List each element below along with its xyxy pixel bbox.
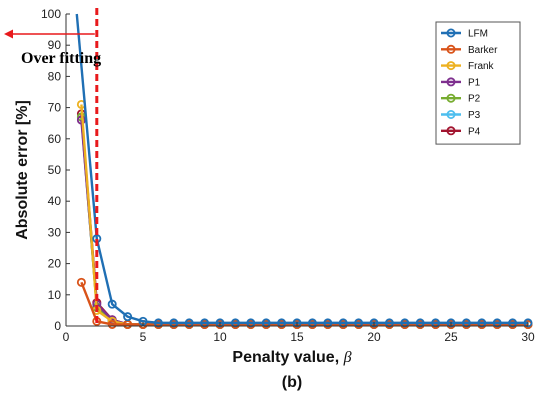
legend-label: P3 bbox=[468, 110, 481, 121]
y-tick-label: 10 bbox=[48, 288, 62, 302]
legend-marker bbox=[446, 93, 456, 103]
legend-item-lfm: LFM bbox=[441, 28, 488, 40]
x-axis-label: Penalty value, β bbox=[232, 349, 351, 366]
y-tick-label: 30 bbox=[48, 225, 62, 239]
series-line bbox=[80, 281, 528, 326]
left-arrow-icon bbox=[4, 29, 13, 39]
series-lfm bbox=[75, 13, 533, 328]
annotation-layer: Over fitting bbox=[4, 8, 101, 326]
legend-label: P1 bbox=[468, 77, 481, 88]
series-line bbox=[80, 116, 528, 326]
panel-label: (b) bbox=[282, 374, 302, 391]
y-tick-label: 20 bbox=[48, 257, 62, 271]
legend-item-p4: P4 bbox=[441, 126, 481, 137]
x-tick-label: 15 bbox=[290, 330, 304, 344]
legend-label: LFM bbox=[468, 29, 488, 40]
series-p1 bbox=[76, 115, 533, 329]
series-line bbox=[80, 113, 528, 326]
y-tick-label: 40 bbox=[48, 194, 62, 208]
legend-item-p2: P2 bbox=[441, 94, 481, 105]
legend-label: P2 bbox=[468, 94, 481, 105]
x-axis-label-text: Penalty value, bbox=[232, 349, 343, 366]
legend-marker bbox=[446, 77, 456, 87]
legend-marker bbox=[446, 44, 456, 54]
legend: LFM Barker Frank P1 P2 P3 P4 bbox=[435, 21, 521, 145]
series-line bbox=[80, 116, 528, 326]
y-tick-label: 80 bbox=[48, 69, 62, 83]
x-axis-label-symbol: β bbox=[343, 349, 352, 366]
legend-label: Frank bbox=[468, 61, 495, 72]
series-line bbox=[80, 119, 528, 326]
legend-item-barker: Barker bbox=[441, 45, 498, 56]
data-point bbox=[76, 277, 86, 287]
series-line bbox=[75, 13, 528, 325]
x-tick-label: 30 bbox=[521, 330, 535, 344]
y-tick-label: 100 bbox=[41, 7, 61, 21]
legend-label: Barker bbox=[468, 45, 498, 56]
y-tick-label: 90 bbox=[48, 38, 62, 52]
x-tick-label: 0 bbox=[63, 330, 70, 344]
y-tick-label: 60 bbox=[48, 132, 62, 146]
data-point bbox=[107, 299, 117, 309]
legend-marker bbox=[446, 110, 456, 120]
legend-marker bbox=[446, 28, 456, 38]
legend-label: P4 bbox=[468, 126, 481, 137]
x-tick-label: 10 bbox=[213, 330, 227, 344]
series-p3 bbox=[76, 112, 533, 329]
y-tick-label: 0 bbox=[54, 319, 61, 333]
legend-item-p3: P3 bbox=[441, 110, 481, 121]
y-tick-label: 50 bbox=[48, 163, 62, 177]
data-point bbox=[107, 319, 117, 329]
x-tick-label: 20 bbox=[367, 330, 381, 344]
legend-marker bbox=[446, 126, 456, 136]
y-tick-label: 70 bbox=[48, 101, 62, 115]
y-axis-label: Absolute error [%] bbox=[14, 100, 31, 240]
series-p2 bbox=[76, 112, 533, 329]
series-layer bbox=[75, 13, 533, 329]
legend-marker bbox=[446, 61, 456, 71]
data-point bbox=[123, 312, 133, 322]
x-tick-label: 5 bbox=[140, 330, 147, 344]
axes-layer: 0 10 20 30 40 50 60 70 80 90 100 0 5 10 15 20 25 30 bbox=[41, 7, 535, 344]
legend-item-frank: Frank bbox=[441, 61, 495, 72]
overfitting-label: Over fitting bbox=[21, 50, 101, 67]
legend-item-p1: P1 bbox=[441, 77, 481, 88]
x-tick-label: 25 bbox=[444, 330, 458, 344]
